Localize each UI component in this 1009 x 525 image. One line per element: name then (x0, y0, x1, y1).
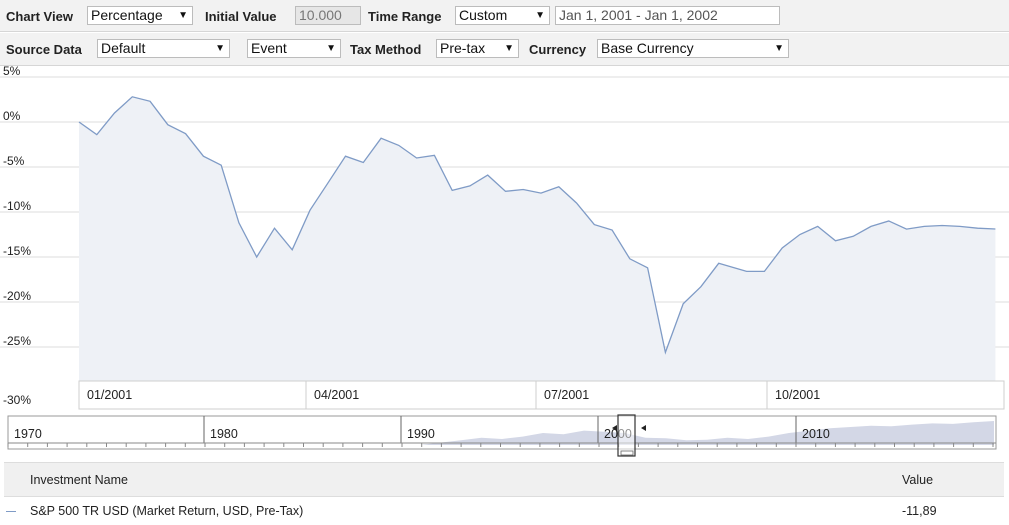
currency-label: Currency (529, 42, 587, 57)
performance-chart: 5% 0% -5% -10% -15% -20% -25% -30% 01/2001 04/200… (0, 66, 1009, 457)
tax-method-label: Tax Method (350, 42, 422, 57)
y-tick-label: -30% (3, 393, 31, 407)
series-line (78, 96, 996, 355)
value-header: Value (902, 473, 934, 487)
navigator-grip[interactable] (620, 450, 634, 456)
investment-name-header: Investment Name (30, 473, 128, 487)
initial-value-label: Initial Value (205, 9, 277, 24)
series-swatch (6, 511, 16, 512)
date-range-text: Jan 1, 2001 - Jan 1, 2002 (559, 7, 718, 23)
toolbar-second: Source Data Default ▼ Event ▼ Tax Method… (0, 33, 1009, 66)
legend-table-header: Investment Name Value (4, 463, 1004, 497)
event-value: Event (251, 40, 287, 56)
y-tick-label: 0% (3, 109, 21, 123)
event-select[interactable]: Event ▼ (247, 39, 341, 58)
chevron-down-icon: ▼ (504, 43, 514, 54)
legend-table: Investment Name Value S&P 500 TR USD (Ma… (4, 462, 1004, 525)
x-tick-label: 01/2001 (87, 388, 132, 402)
y-tick-label: -20% (3, 289, 31, 303)
initial-value-text: 10.000 (299, 7, 342, 23)
y-tick-label: 5% (3, 66, 21, 78)
time-range-select[interactable]: Custom ▼ (455, 6, 550, 25)
y-tick-label: -5% (3, 154, 25, 168)
x-axis-band (78, 380, 1005, 410)
currency-select[interactable]: Base Currency ▼ (597, 39, 789, 58)
navigator-selection-window[interactable] (617, 414, 636, 457)
navigator-series (420, 421, 994, 445)
investment-name: S&P 500 TR USD (Market Return, USD, Pre-… (30, 504, 304, 518)
chart-view-label: Chart View (6, 9, 73, 24)
initial-value-input[interactable]: 10.000 (295, 6, 361, 25)
triangle-left-icon[interactable] (641, 425, 646, 431)
y-tick-label: -10% (3, 199, 31, 213)
y-tick-label: -15% (3, 244, 31, 258)
chevron-down-icon: ▼ (326, 43, 336, 54)
currency-value: Base Currency (601, 40, 694, 56)
navigator-tick-label: 2010 (802, 427, 830, 441)
navigator-tick-label: 1990 (407, 427, 435, 441)
chevron-down-icon: ▼ (178, 10, 188, 21)
investment-value: -11,89 (902, 504, 937, 518)
y-tick-label: -25% (3, 334, 31, 348)
chevron-down-icon: ▼ (215, 43, 225, 54)
navigator-tick-label: 1970 (14, 427, 42, 441)
chevron-down-icon: ▼ (774, 43, 784, 54)
toolbar-top: Chart View Percentage ▼ Initial Value 10… (0, 0, 1009, 32)
x-tick-label: 04/2001 (314, 388, 359, 402)
table-row[interactable]: S&P 500 TR USD (Market Return, USD, Pre-… (4, 497, 1004, 525)
time-range-value: Custom (459, 7, 508, 23)
date-range-input[interactable]: Jan 1, 2001 - Jan 1, 2002 (555, 6, 780, 25)
tax-method-select[interactable]: Pre-tax ▼ (436, 39, 519, 58)
series-area (79, 96, 996, 392)
navigator-tick-label: 1980 (210, 427, 238, 441)
chart-view-select[interactable]: Percentage ▼ (87, 6, 193, 25)
source-data-label: Source Data (6, 42, 82, 57)
tax-method-value: Pre-tax (440, 40, 486, 56)
x-tick-label: 10/2001 (775, 388, 820, 402)
chevron-down-icon: ▼ (535, 10, 545, 21)
source-data-select[interactable]: Default ▼ (97, 39, 230, 58)
chart-view-value: Percentage (91, 7, 163, 23)
time-range-label: Time Range (368, 9, 442, 24)
x-tick-label: 07/2001 (544, 388, 589, 402)
triangle-right-icon[interactable] (612, 425, 617, 431)
source-data-value: Default (101, 40, 146, 56)
